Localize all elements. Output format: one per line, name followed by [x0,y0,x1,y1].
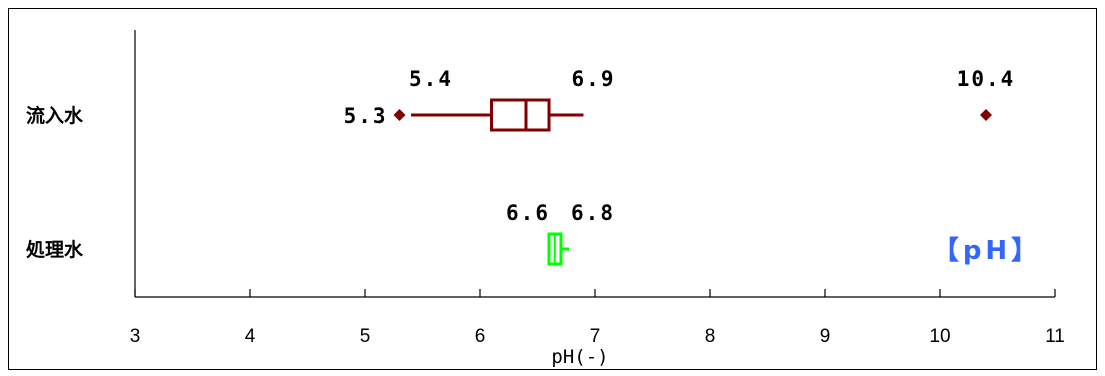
whisker-low-label: 5.4 [409,67,453,91]
x-tick-label: 7 [590,326,601,347]
x-axis-title: pH(-) [551,346,608,368]
x-axis-ticks: 3 4 5 6 7 8 9 10 11 [130,289,1065,347]
x-tick-label: 3 [130,326,141,347]
x-tick-label: 6 [475,326,486,347]
outlier-marker [393,109,406,121]
outlier-low-label: 5.3 [344,104,388,128]
x-tick-label: 5 [360,326,371,347]
x-tick-label: 4 [245,326,256,347]
category-label: 処理水 [26,238,84,261]
whisker-low-label: 6.6 [506,201,550,225]
box-series: 5.4 6.9 5.3 10.4 6.6 6.8 [344,67,1016,266]
chart-frame [8,8,1097,370]
x-tick-label: 10 [929,326,950,347]
category-label: 流入水 [26,104,84,127]
x-tick-label: 11 [1045,326,1065,347]
x-tick-label: 8 [705,326,716,347]
whisker-high-label: 6.8 [571,201,615,225]
parameter-badge: 【pH】 [933,236,1041,266]
whisker-high-label: 6.9 [572,67,616,91]
x-tick-label: 9 [820,326,831,347]
iqr-box [490,98,551,132]
outlier-marker [980,109,992,121]
outlier-high-label: 10.4 [957,67,1016,91]
